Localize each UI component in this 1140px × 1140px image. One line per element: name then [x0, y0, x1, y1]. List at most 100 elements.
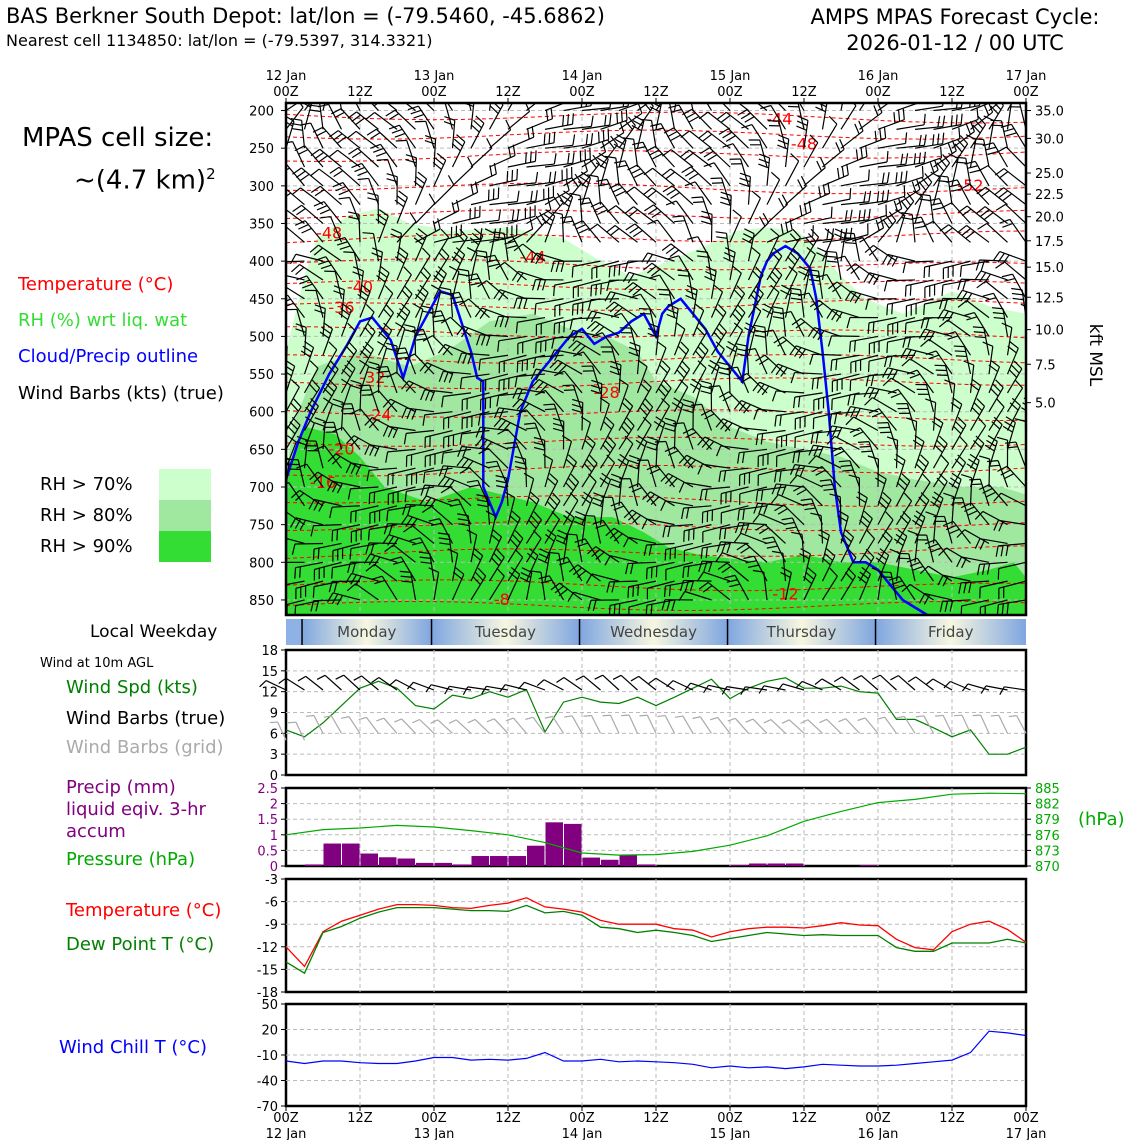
- temp-panel-ytick-label: -12: [257, 941, 278, 956]
- wind-barb-feather: [580, 171, 591, 179]
- wind-barb-feather: [365, 303, 375, 313]
- wind-barb-feather: [363, 553, 371, 564]
- wind-barb: [294, 220, 324, 243]
- wind-barb-feather: [942, 310, 949, 321]
- wind-barb-grid: [295, 721, 306, 741]
- wind-barb-feather: [609, 304, 619, 313]
- wind-barb-true: [932, 678, 953, 691]
- wind-barb-feather: [923, 220, 934, 227]
- wind-barb-feather: [700, 409, 712, 416]
- wind-barb-feather: [913, 515, 924, 523]
- wind-barb-staff: [660, 123, 676, 149]
- wind-barb: [720, 505, 749, 524]
- wind-barb-staff: [425, 103, 435, 111]
- bottom-time-date: 14 Jan: [562, 1127, 603, 1140]
- wind-barb-feather: [763, 503, 769, 515]
- legend-windchill: Wind Chill T (°C): [59, 1037, 207, 1058]
- wind-barb-feather: [328, 379, 338, 388]
- wind-barb-grid-feather: [954, 714, 963, 717]
- wind-barb-feather: [640, 118, 652, 122]
- wind-barb-feather: [845, 406, 852, 417]
- wind-barb: [489, 168, 519, 187]
- wind-barb-grid-feather: [727, 717, 736, 722]
- wind-barb-staff: [964, 529, 990, 544]
- wind-barb-feather: [737, 452, 740, 464]
- wind-barb-feather: [974, 120, 984, 130]
- wind-barb-feather: [955, 289, 963, 300]
- wind-barb-feather: [994, 187, 1005, 195]
- wind-barb-feather: [895, 453, 906, 461]
- wind-barb-feather: [620, 110, 623, 123]
- wind-barb-feather: [622, 137, 634, 140]
- wind-barb: [710, 341, 725, 375]
- wind-barb: [755, 486, 786, 502]
- wind-barb: [840, 529, 855, 563]
- wind-barb: [995, 203, 1026, 224]
- wind-barb: [956, 529, 990, 544]
- wind-barb-true-feather: [758, 685, 765, 694]
- legend-rh80-label: RH > 80%: [40, 505, 133, 526]
- wind-barb-feather: [475, 115, 485, 124]
- wind-barb: [896, 166, 924, 187]
- precip-panel-ytick-label: 0.5: [257, 844, 278, 859]
- wind-barb-staff: [377, 364, 380, 393]
- wind-barb-feather: [511, 510, 521, 519]
- wind-barb-feather: [468, 277, 480, 282]
- wind-barb-feather: [562, 384, 574, 387]
- wind-barb-feather: [698, 581, 709, 590]
- wind-barb-staff: [337, 149, 361, 168]
- wind-barb-feather: [600, 283, 602, 295]
- wind-barb-feather: [733, 532, 742, 543]
- wind-barb-feather: [318, 155, 328, 163]
- wind-barb-grid-feather: [876, 716, 885, 720]
- wind-barb-grid-feather: [505, 717, 514, 722]
- wind-barb: [896, 103, 920, 112]
- wind-barb-feather: [773, 266, 783, 276]
- wind-barb-feather: [773, 247, 783, 257]
- wind-barb: [371, 575, 398, 601]
- wind-barb-feather: [535, 254, 542, 265]
- wind-barb-feather: [758, 358, 769, 365]
- wind-barb-feather: [524, 422, 536, 425]
- wind-barb: [526, 107, 554, 130]
- isotherm: [286, 545, 1026, 559]
- wind-barb: [340, 322, 356, 356]
- wind-barb: [737, 448, 768, 464]
- wind-barb-staff: [951, 496, 955, 525]
- wind-barb-staff: [599, 462, 616, 488]
- wind-barb-feather: [882, 367, 889, 378]
- wind-barb-feather: [758, 163, 769, 169]
- wind-barb-feather: [477, 280, 487, 288]
- wind-barb-feather: [742, 451, 745, 464]
- wind-barb-feather: [810, 432, 814, 445]
- wind-barb-feather: [669, 477, 678, 487]
- wind-barb: [394, 190, 408, 224]
- wind-barb-feather: [571, 266, 574, 278]
- wind-barb-feather: [902, 336, 907, 348]
- wind-barb-feather: [498, 408, 505, 419]
- wind-barb-feather: [443, 371, 449, 383]
- precip-bar: [767, 863, 785, 866]
- wind-barb-feather: [610, 483, 621, 489]
- wind-barb-feather: [418, 551, 430, 555]
- wind-barb-staff: [487, 447, 509, 469]
- wind-barb-feather: [586, 320, 596, 330]
- wind-barb-feather: [255, 581, 258, 592]
- wind-barb-feather: [752, 513, 761, 524]
- wind-barb-feather: [758, 158, 770, 164]
- wind-barb-feather: [770, 284, 780, 293]
- wind-barb-true-feather: [517, 681, 525, 690]
- precip-bar: [527, 845, 545, 866]
- wind-barb-feather: [447, 548, 458, 555]
- wind-barb-true-feather: [612, 674, 622, 680]
- wind-barb-feather: [722, 143, 734, 148]
- wind-barb-feather: [1003, 473, 1015, 480]
- wind-barb-feather: [408, 95, 417, 101]
- wind-barb: [377, 285, 394, 318]
- wind-barb-true: [449, 685, 472, 691]
- wind-barb-feather: [760, 489, 764, 501]
- wind-barb-feather: [340, 307, 350, 316]
- wind-barb-feather: [751, 247, 761, 255]
- wind-barb: [493, 417, 527, 432]
- wind-barb: [979, 580, 1008, 599]
